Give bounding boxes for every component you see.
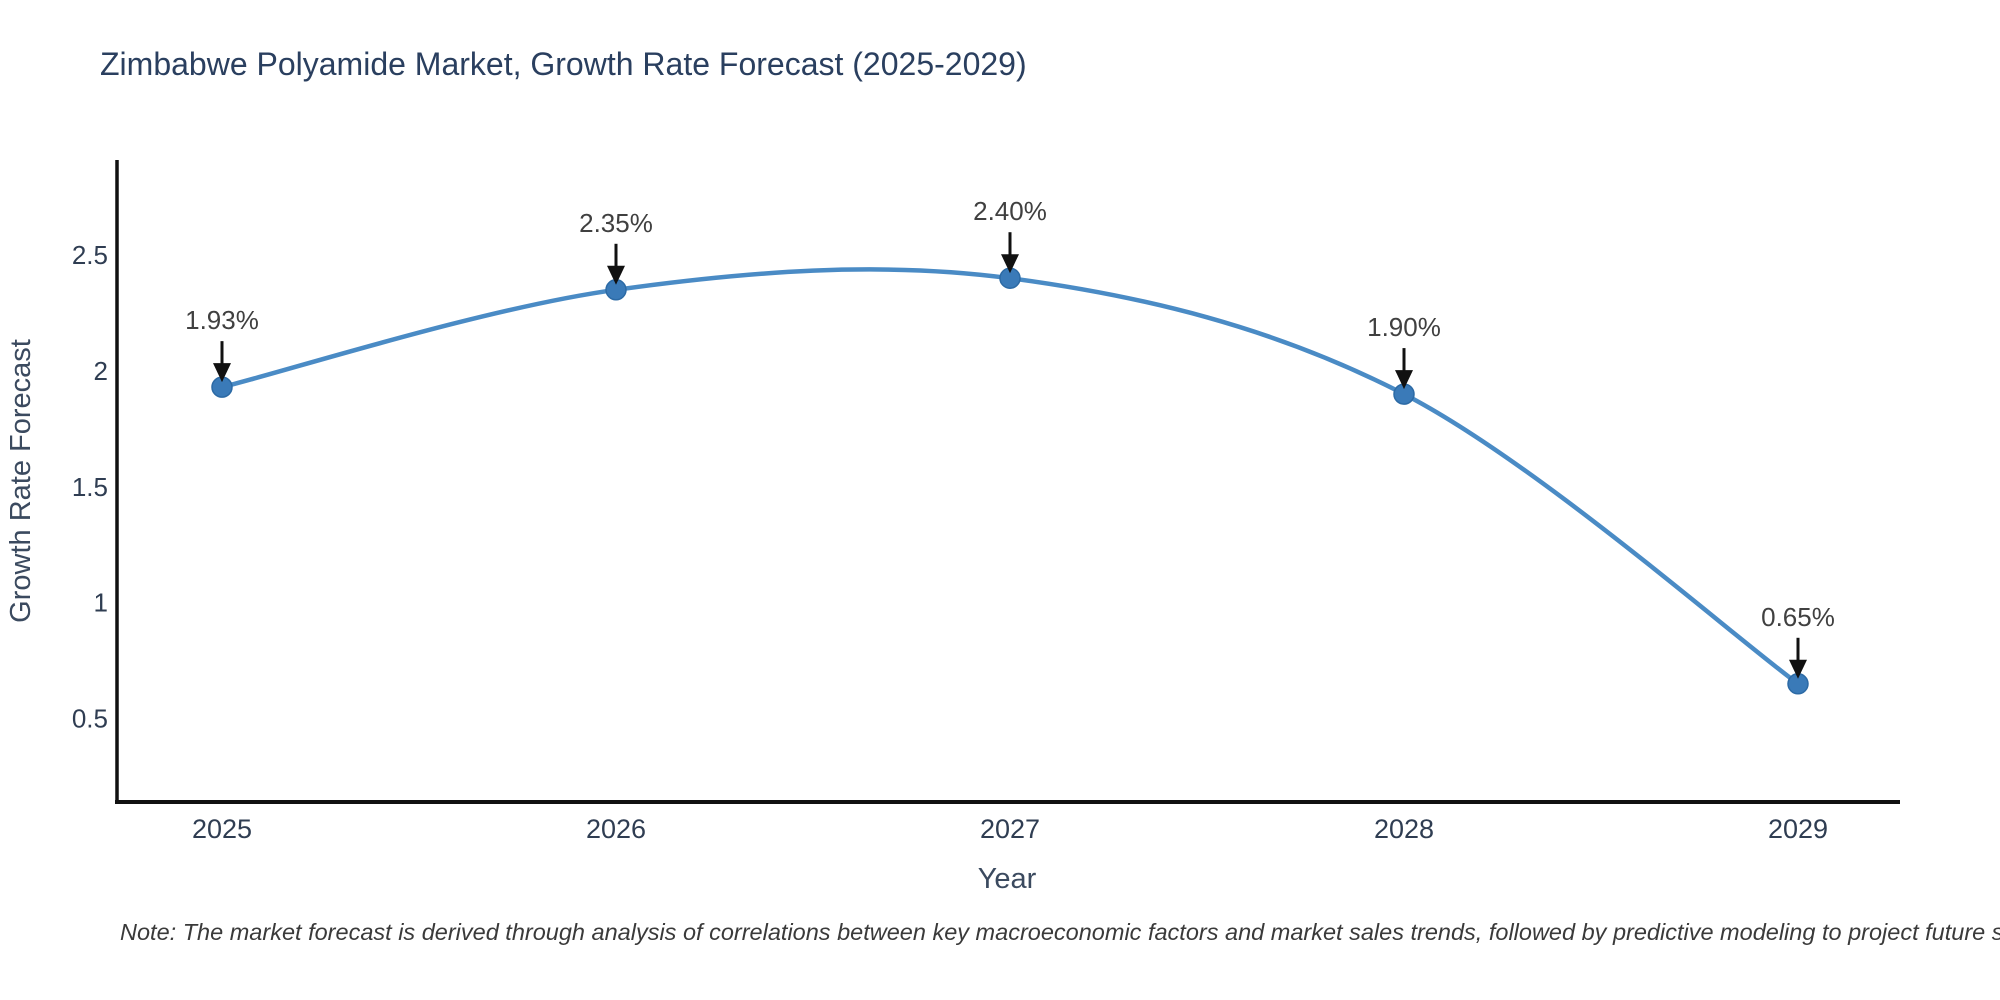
annotation-arrowhead: [607, 265, 625, 285]
x-tick-labels: 2025 2026 2027 2028 2029: [192, 814, 1828, 844]
x-axis-title: Year: [978, 863, 1037, 895]
y-tick-label: 2.5: [72, 240, 108, 270]
annotations: 1.93% 2.35% 2.40% 1.90% 0.65%: [185, 196, 1835, 679]
y-tick-label: 2: [94, 356, 108, 386]
x-tick-label: 2029: [1768, 814, 1828, 844]
x-tick-label: 2027: [980, 814, 1040, 844]
y-tick-label: 1: [94, 588, 108, 618]
data-points: [211, 267, 1809, 695]
x-tick-label: 2026: [586, 814, 646, 844]
y-tick-labels: 0.5 1 1.5 2 2.5: [72, 240, 108, 734]
annotation-arrowhead: [213, 363, 231, 383]
chart-title: Zimbabwe Polyamide Market, Growth Rate F…: [100, 46, 1027, 82]
annotation-arrowhead: [1789, 659, 1807, 679]
y-tick-label: 0.5: [72, 704, 108, 734]
trend-line: [219, 267, 1801, 687]
y-axis-title: Growth Rate Forecast: [5, 339, 37, 623]
annotation-label: 2.35%: [579, 208, 653, 238]
annotation-arrowhead: [1395, 370, 1413, 390]
annotation-arrowhead: [1001, 254, 1019, 274]
annotation-label: 2.40%: [973, 196, 1047, 226]
x-tick-label: 2028: [1374, 814, 1434, 844]
annotation-label: 1.93%: [185, 305, 259, 335]
y-tick-label: 1.5: [72, 472, 108, 502]
footnote: Note: The market forecast is derived thr…: [120, 919, 2000, 945]
x-tick-label: 2025: [192, 814, 252, 844]
annotation-label: 1.90%: [1367, 312, 1441, 342]
annotation-label: 0.65%: [1761, 602, 1835, 632]
